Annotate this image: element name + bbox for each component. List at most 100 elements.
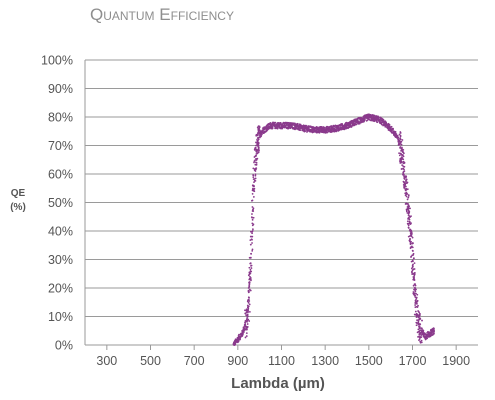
data-point: [247, 290, 250, 292]
data-point: [402, 173, 405, 176]
data-point: [249, 275, 251, 278]
data-point: [251, 213, 253, 215]
data-point: [246, 323, 249, 325]
data-point: [388, 123, 391, 126]
data-point: [418, 336, 421, 339]
data-point: [412, 260, 414, 263]
data-point: [411, 266, 414, 269]
data-point: [249, 243, 252, 246]
data-point: [408, 220, 411, 223]
data-point: [363, 120, 365, 123]
data-point: [252, 216, 255, 219]
data-point: [276, 127, 279, 130]
data-point: [255, 157, 257, 160]
data-point: [419, 323, 422, 326]
data-point: [402, 148, 405, 151]
data-point: [416, 302, 418, 305]
data-point: [251, 242, 253, 244]
data-point: [400, 156, 403, 159]
data-point: [247, 310, 250, 312]
data-point: [404, 182, 407, 185]
data-point: [400, 152, 402, 155]
data-point: [254, 146, 257, 149]
data-point: [418, 313, 421, 316]
data-point: [409, 237, 411, 240]
data-point: [252, 174, 255, 177]
data-point: [380, 123, 383, 126]
data-point: [402, 155, 405, 158]
data-point: [418, 326, 421, 329]
data-point: [249, 262, 252, 265]
data-point: [251, 250, 254, 252]
x-tick-label: 500: [140, 354, 161, 368]
data-point: [253, 149, 256, 151]
data-point: [414, 304, 417, 306]
x-axis-label: Lambda (µm): [231, 375, 325, 392]
data-point: [398, 133, 401, 136]
data-point: [412, 254, 415, 256]
data-point: [405, 210, 408, 213]
data-point: [422, 329, 425, 332]
data-point: [410, 215, 412, 218]
data-point: [249, 239, 252, 242]
data-point: [433, 330, 435, 333]
data-point: [251, 235, 254, 238]
data-point: [256, 134, 259, 136]
y-axis-label-line2: (%): [10, 202, 26, 213]
data-point: [412, 272, 415, 275]
data-point: [290, 124, 293, 127]
data-point: [247, 296, 250, 299]
data-point: [245, 332, 248, 335]
data-point: [407, 196, 410, 199]
data-point: [407, 202, 409, 205]
data-point: [326, 131, 329, 134]
data-point: [414, 284, 417, 287]
y-tick-label: 100%: [41, 54, 73, 68]
data-point: [244, 309, 246, 312]
data-point: [257, 148, 260, 151]
data-point: [403, 161, 406, 164]
chart-title: Quantum Efficiency: [90, 5, 234, 24]
data-point: [247, 318, 250, 321]
data-point: [413, 277, 415, 279]
data-point: [400, 143, 403, 146]
y-tick-label: 30%: [48, 253, 73, 267]
data-point: [261, 133, 263, 135]
data-point: [246, 326, 248, 328]
y-tick-label: 10%: [48, 310, 73, 324]
data-point: [420, 341, 423, 344]
data-point: [237, 340, 240, 343]
data-point: [245, 335, 248, 337]
data-point: [251, 206, 254, 208]
data-point: [413, 292, 416, 295]
data-point: [269, 121, 272, 124]
data-point: [244, 323, 247, 326]
data-point: [425, 333, 428, 336]
data-point: [247, 274, 250, 277]
data-point: [249, 256, 252, 259]
data-point: [402, 160, 405, 163]
data-point: [296, 123, 299, 125]
data-point: [246, 315, 249, 318]
x-tick-label: 300: [96, 354, 117, 368]
data-point: [253, 187, 256, 190]
data-point: [407, 212, 410, 215]
data-point: [252, 196, 255, 198]
data-point: [254, 174, 257, 177]
x-tick-label: 1900: [442, 354, 470, 368]
data-point: [401, 139, 404, 141]
data-point: [265, 129, 268, 132]
data-point: [403, 187, 406, 189]
data-points: [232, 113, 435, 346]
data-point: [406, 208, 409, 211]
data-point: [257, 142, 260, 144]
data-point: [400, 140, 403, 143]
data-point: [257, 146, 260, 149]
data-point: [299, 129, 302, 131]
data-point: [403, 168, 405, 171]
data-point: [421, 319, 423, 322]
data-point: [251, 218, 254, 221]
data-point: [251, 230, 254, 233]
data-point: [377, 115, 379, 118]
data-point: [242, 332, 244, 335]
